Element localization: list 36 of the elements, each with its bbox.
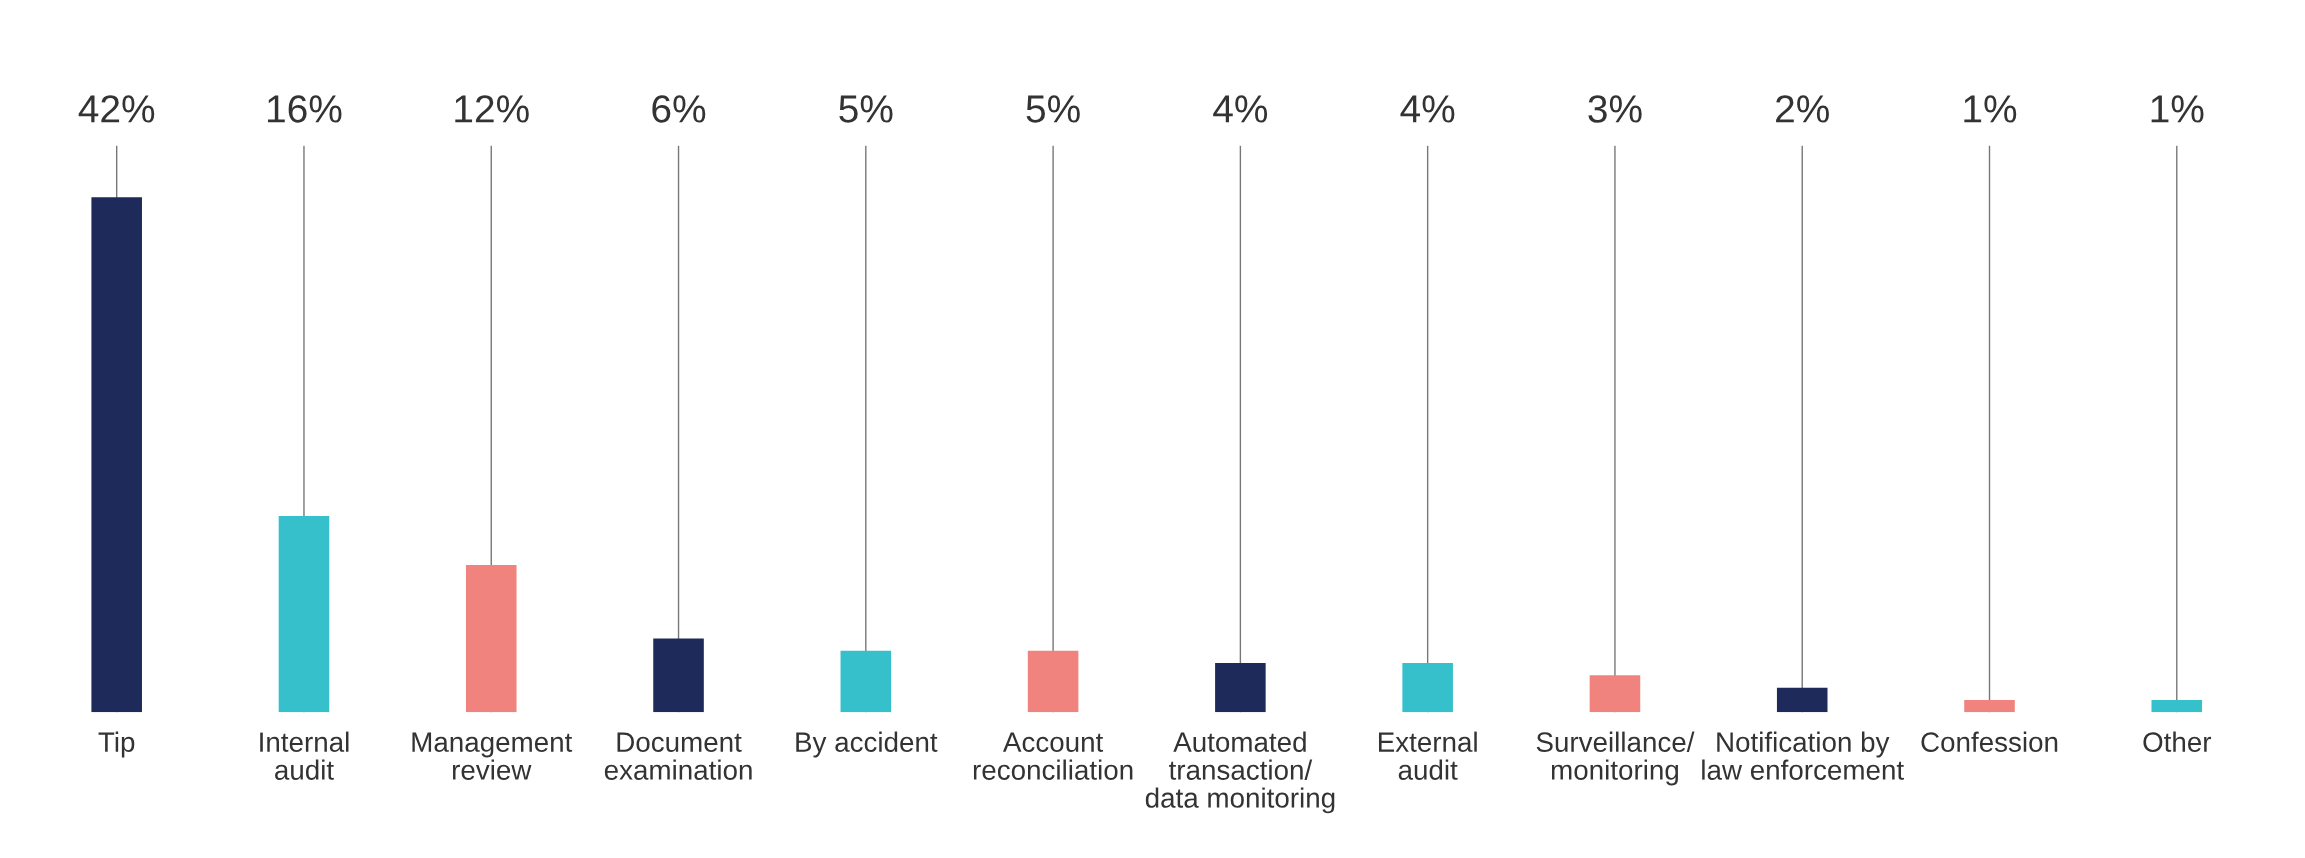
data-label: 6% xyxy=(652,95,706,123)
x-tick-label: Account reconciliation xyxy=(973,732,1133,780)
bar xyxy=(1402,663,1453,713)
data-label: 16% xyxy=(268,95,342,123)
bar xyxy=(465,565,517,713)
bar xyxy=(1027,650,1079,713)
x-tick-label: Automated transaction/ data monitoring xyxy=(1145,731,1335,814)
bar xyxy=(1215,663,1266,713)
data-label: 12% xyxy=(455,95,529,123)
bar xyxy=(2151,699,2203,713)
x-tick-label: Management review xyxy=(412,732,573,780)
bar xyxy=(1964,699,2015,713)
bar xyxy=(1589,675,1641,713)
x-tick-label: Internal audit xyxy=(260,731,349,780)
bar xyxy=(278,516,330,713)
data-label: 3% xyxy=(1588,95,1642,123)
x-tick-label: Confession xyxy=(1921,731,2058,752)
x-tick-label: Document examination xyxy=(604,732,752,780)
data-label: 5% xyxy=(1026,95,1080,123)
data-label: 2% xyxy=(1776,95,1829,123)
x-tick-label: External audit xyxy=(1378,731,1477,780)
x-tick-label: Surveillance/ monitoring xyxy=(1536,731,1695,786)
data-label: 4% xyxy=(1400,95,1455,123)
x-tick-label: By accident xyxy=(796,731,938,758)
data-label: 5% xyxy=(839,95,893,123)
x-tick-label: Tip xyxy=(98,731,135,758)
bar xyxy=(1776,687,1828,713)
x-tick-label: Other xyxy=(2143,731,2212,752)
x-tick-label: Notification by law enforcement xyxy=(1702,731,1904,780)
data-label: 42% xyxy=(78,95,155,123)
data-label: 4% xyxy=(1213,95,1268,123)
bar xyxy=(840,650,892,713)
bar xyxy=(653,638,704,713)
bar xyxy=(91,197,142,713)
data-label: 1% xyxy=(1964,95,2017,123)
data-label: 1% xyxy=(2151,95,2204,123)
